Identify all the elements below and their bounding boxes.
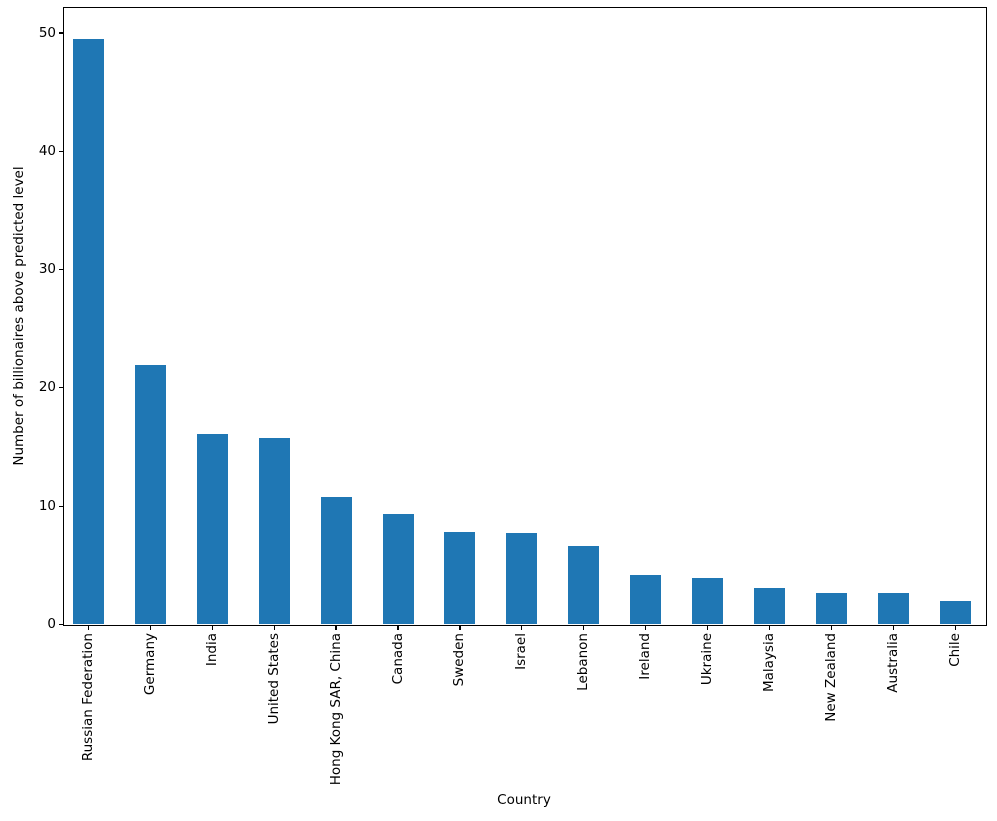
x-tick-mark	[521, 625, 523, 630]
x-tick-mark	[335, 625, 337, 630]
bar-ireland	[630, 574, 662, 625]
y-tick-mark	[59, 32, 63, 34]
bar-sweden	[444, 532, 476, 625]
bar-russian-federation	[72, 38, 104, 625]
y-tick-label-20: 20	[38, 379, 56, 396]
y-tick-mark	[59, 623, 63, 626]
x-tick-mark	[583, 625, 585, 630]
x-tick-mark	[273, 625, 275, 630]
x-tick-mark	[645, 625, 647, 630]
y-tick-label-30: 30	[38, 261, 56, 278]
bar-new-zealand	[815, 592, 847, 625]
x-tick-mark	[830, 625, 833, 630]
bar-canada	[382, 514, 414, 625]
x-tick-label-australia: Australia	[884, 633, 901, 693]
x-tick-label-chile: Chile	[946, 633, 963, 667]
x-tick-label-united-states: United States	[265, 633, 282, 725]
x-tick-label-india: India	[203, 633, 220, 667]
bar-malaysia	[754, 587, 786, 625]
y-tick-label-0: 0	[47, 616, 56, 632]
x-axis-label: Country	[497, 792, 551, 808]
x-tick-mark	[768, 625, 771, 630]
x-tick-label-ukraine: Ukraine	[699, 633, 716, 686]
bar-lebanon	[568, 546, 600, 625]
x-tick-mark	[87, 625, 89, 630]
x-tick-mark	[954, 625, 956, 630]
x-tick-label-lebanon: Lebanon	[575, 633, 592, 691]
x-tick-label-canada: Canada	[389, 633, 406, 685]
y-axis-label: Number of billionaires above predicted l…	[11, 166, 27, 466]
y-tick-mark	[59, 505, 63, 507]
bar-india	[196, 434, 228, 625]
y-tick-mark	[59, 269, 63, 271]
x-tick-label-israel: Israel	[513, 633, 530, 670]
x-tick-label-russian-federation: Russian Federation	[79, 633, 96, 762]
y-tick-mark	[59, 150, 63, 152]
bar-hong-kong-sar-china	[320, 496, 352, 625]
bar-chile	[939, 600, 971, 625]
y-tick-label-40: 40	[38, 142, 56, 159]
x-tick-mark	[459, 625, 461, 630]
x-tick-mark	[149, 625, 151, 630]
x-tick-label-malaysia: Malaysia	[761, 633, 778, 692]
y-tick-mark	[59, 387, 63, 389]
bar-israel	[506, 533, 538, 625]
y-tick-label-50: 50	[38, 24, 56, 41]
x-tick-mark	[707, 625, 709, 630]
bar-australia	[877, 592, 909, 625]
bar-germany	[134, 365, 166, 625]
x-tick-label-germany: Germany	[141, 633, 158, 696]
x-tick-label-sweden: Sweden	[451, 633, 468, 687]
y-tick-label-10: 10	[38, 497, 56, 514]
x-tick-label-ireland: Ireland	[637, 633, 654, 680]
bar-ukraine	[692, 578, 724, 625]
x-tick-label-new-zealand: New Zealand	[822, 633, 839, 722]
x-tick-mark	[892, 625, 894, 630]
x-tick-label-hong-kong-sar-china: Hong Kong SAR, China	[327, 633, 344, 786]
x-tick-mark	[211, 625, 213, 630]
bar-united-states	[258, 437, 290, 625]
x-tick-mark	[397, 625, 399, 630]
